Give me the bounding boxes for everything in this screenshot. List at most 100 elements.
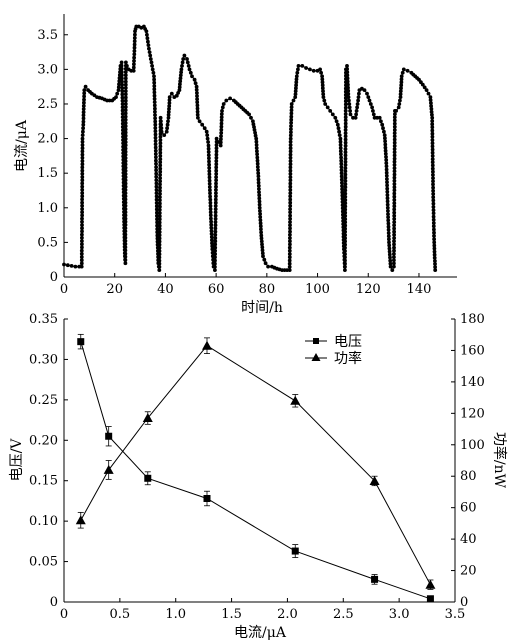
top-data-point (430, 150, 435, 155)
top-data-point (258, 224, 263, 229)
top-data-point (339, 161, 344, 166)
top-data-point (158, 188, 162, 193)
top-data-point (154, 178, 159, 183)
top-data-point (208, 200, 213, 205)
top-data-point (399, 77, 404, 82)
top-data-point (287, 255, 292, 260)
top-data-point (213, 223, 218, 228)
top-data-point (80, 245, 84, 250)
top-data-point (288, 136, 293, 141)
top-data-point (257, 205, 262, 210)
top-data-point (343, 105, 348, 110)
top-data-point (288, 139, 293, 144)
top-data-point (123, 114, 128, 119)
top-data-point (83, 84, 88, 89)
top-data-point (147, 46, 151, 51)
top-data-point (80, 219, 84, 224)
top-data-point (120, 89, 125, 94)
bottom-y-tick-label: 0.30 (29, 352, 58, 367)
top-data-point (123, 210, 128, 215)
top-data-point (289, 105, 294, 109)
top-data-point (343, 194, 348, 199)
top-data-point (335, 122, 340, 127)
top-y-tick-label: 3.0 (37, 62, 58, 77)
top-data-point (392, 118, 397, 123)
top-data-point (182, 53, 187, 58)
top-data-point (392, 185, 397, 190)
top-data-point (123, 149, 128, 154)
top-series-points (62, 24, 438, 272)
top-data-point (345, 76, 350, 81)
top-data-point (155, 210, 159, 215)
top-data-point (194, 87, 199, 92)
top-data-point (343, 182, 348, 187)
top-data-point (209, 219, 214, 224)
top-data-point (289, 102, 294, 106)
top-data-point (148, 53, 153, 58)
top-data-point (256, 168, 260, 172)
top-data-point (123, 124, 128, 129)
top-data-point (123, 165, 128, 170)
top-data-point (123, 127, 128, 132)
top-data-point (392, 198, 397, 202)
top-data-point (123, 92, 128, 97)
top-data-point (123, 197, 128, 202)
top-data-point (214, 146, 219, 151)
top-data-point (432, 230, 436, 235)
top-data-point (399, 80, 404, 85)
top-data-point (386, 231, 391, 235)
top-data-point (258, 209, 262, 213)
top-data-point (288, 216, 292, 221)
top-data-point (123, 156, 128, 160)
bottom-y-tick-label: 0.10 (29, 514, 58, 529)
top-data-point (371, 109, 375, 113)
top-data-point (386, 224, 391, 229)
top-data-point (146, 43, 151, 47)
top-data-point (430, 119, 435, 123)
top-data-point (153, 109, 157, 114)
top-data-point (80, 175, 85, 179)
top-data-point (375, 115, 379, 120)
top-data-point (123, 261, 128, 266)
top-data-point (343, 115, 348, 120)
top-x-tick-label: 100 (305, 282, 330, 297)
top-data-point (385, 199, 390, 204)
top-data-point (392, 258, 396, 263)
top-data-point (338, 146, 343, 150)
top-data-point (339, 158, 344, 163)
top-y-axis-label: 电流/μA (14, 119, 30, 172)
top-data-point (430, 160, 435, 165)
top-data-point (429, 101, 433, 105)
top-data-point (178, 82, 182, 87)
top-data-point (214, 168, 219, 173)
top-data-point (178, 76, 183, 81)
top-data-point (82, 88, 87, 92)
top-data-point (178, 73, 183, 78)
top-data-point (386, 221, 391, 226)
top-data-point (368, 102, 373, 106)
top-data-point (123, 117, 128, 122)
top-data-point (208, 197, 213, 202)
top-data-point (207, 172, 212, 177)
top-data-point (288, 162, 293, 167)
top-data-point (180, 64, 184, 68)
top-data-point (392, 150, 397, 155)
top-data-point (288, 210, 292, 215)
top-data-point (166, 119, 170, 124)
top-data-point (208, 213, 213, 218)
top-data-point (154, 184, 159, 189)
top-data-point (154, 191, 159, 196)
top-data-point (266, 264, 270, 269)
top-data-point (392, 217, 397, 221)
top-data-point (152, 100, 157, 104)
top-data-point (346, 85, 350, 90)
top-data-point (123, 89, 128, 93)
top-data-point (293, 89, 298, 93)
top-data-point (80, 133, 85, 138)
top-data-point (343, 156, 348, 161)
top-data-point (343, 124, 348, 129)
top-data-point (392, 236, 396, 240)
top-data-point (288, 159, 293, 163)
top-data-point (220, 109, 224, 113)
